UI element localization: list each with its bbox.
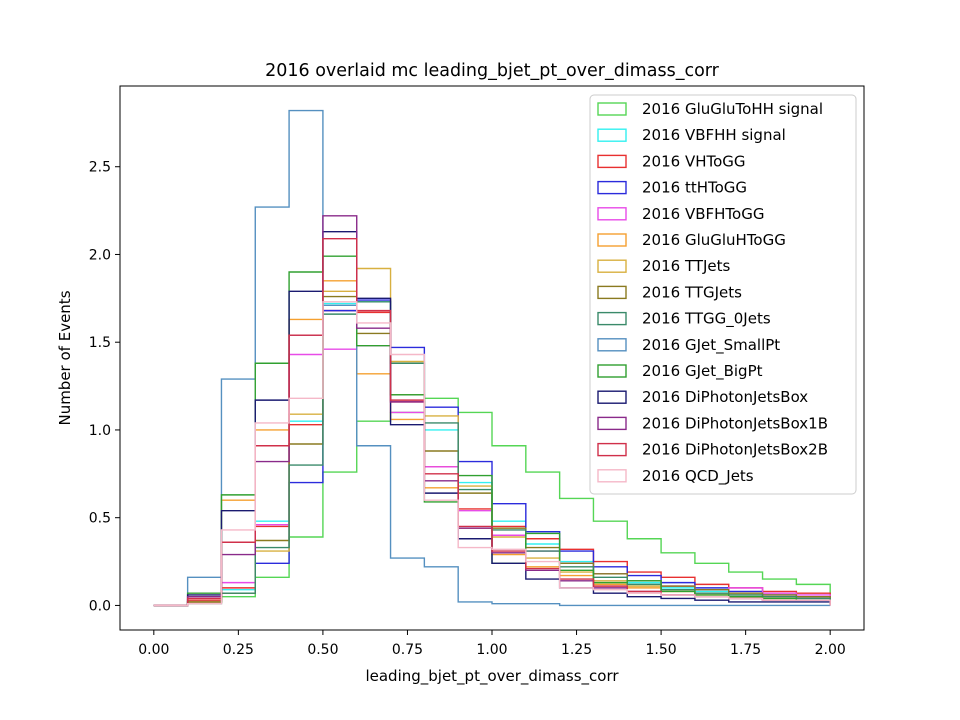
legend-swatch-9 — [597, 338, 627, 352]
legend-swatch-10 — [597, 364, 627, 378]
legend-swatch-0 — [597, 102, 627, 116]
legend-swatch-1 — [597, 128, 627, 142]
legend-swatch-14 — [597, 469, 627, 483]
x-axis-label: leading_bjet_pt_over_dimass_corr — [365, 667, 619, 686]
y-tick-label: 2.0 — [89, 247, 111, 263]
y-tick-label: 0.5 — [89, 511, 111, 527]
legend-label-7: 2016 TTGJets — [642, 283, 742, 301]
x-tick-label: 0.00 — [138, 642, 169, 658]
legend-label-11: 2016 DiPhotonJetsBox — [642, 388, 808, 406]
legend-label-5: 2016 GluGluHToGG — [642, 231, 786, 249]
legend-label-14: 2016 QCD_Jets — [642, 467, 754, 486]
y-axis-label: Number of Events — [56, 290, 74, 425]
legend: 2016 GluGluToHH signal 2016 VBFHH signal 2… — [589, 94, 857, 495]
legend-box — [589, 94, 857, 495]
x-tick-label: 0.25 — [223, 642, 254, 658]
chart-title: 2016 overlaid mc leading_bjet_pt_over_di… — [265, 61, 720, 81]
legend-swatch-2 — [597, 154, 627, 169]
x-tick-label: 2.00 — [815, 642, 846, 658]
legend-label-4: 2016 VBFHToGG — [642, 205, 764, 223]
legend-label-1: 2016 VBFHH signal — [642, 126, 786, 144]
plot-area — [153, 109, 831, 607]
series-line-0 — [153, 397, 831, 607]
x-tick-label: 1.00 — [476, 642, 507, 658]
legend-swatch-3 — [597, 180, 627, 195]
plot-frame — [119, 85, 865, 631]
legend-label-3: 2016 ttHToGG — [642, 179, 747, 197]
legend-label-8: 2016 TTGG_0Jets — [642, 310, 771, 329]
legend-label-13: 2016 DiPhotonJetsBox2B — [642, 441, 828, 459]
legend-label-6: 2016 TTJets — [642, 257, 731, 275]
legend-swatch-13 — [597, 442, 627, 457]
legend-label-9: 2016 GJet_SmallPt — [642, 336, 780, 355]
x-axis-ticks: 0.00 0.25 0.50 0.75 1.00 1.25 1.50 1.75 2.00 — [138, 630, 846, 658]
y-tick-label: 1.0 — [89, 423, 111, 439]
x-tick-label: 0.75 — [392, 642, 423, 658]
legend-swatch-8 — [597, 311, 627, 326]
legend-swatch-7 — [597, 285, 627, 300]
y-tick-label: 0.0 — [89, 598, 111, 614]
x-tick-label: 0.50 — [307, 642, 338, 658]
series-line-9 — [153, 109, 831, 607]
legend-label-2: 2016 VHToGG — [642, 152, 746, 170]
series-line-14 — [153, 301, 831, 607]
legend-label-12: 2016 DiPhotonJetsBox1B — [642, 414, 828, 432]
y-tick-label: 1.5 — [89, 335, 111, 351]
legend-swatch-5 — [597, 233, 627, 247]
x-tick-label: 1.25 — [561, 642, 592, 658]
x-tick-label: 1.50 — [646, 642, 677, 658]
legend-label-0: 2016 GluGluToHH signal — [642, 100, 823, 118]
legend-swatch-11 — [597, 390, 627, 404]
y-tick-label: 2.5 — [89, 160, 111, 176]
y-axis-ticks: 0.0 0.5 1.0 1.5 2.0 2.5 — [89, 160, 120, 614]
legend-swatch-12 — [597, 416, 627, 431]
legend-label-10: 2016 GJet_BigPt — [642, 362, 763, 381]
legend-swatch-6 — [597, 259, 627, 273]
x-tick-label: 1.75 — [730, 642, 761, 658]
legend-swatch-4 — [597, 207, 627, 221]
